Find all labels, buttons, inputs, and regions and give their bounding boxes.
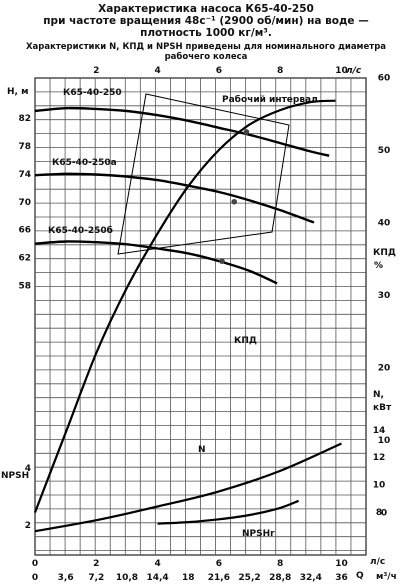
bottom-flow-tick-m3h: 0 bbox=[32, 573, 38, 583]
bottom-flow-tick-m3h: 10,8 bbox=[116, 573, 138, 583]
chart-note-line1: Характеристики N, КПД и NPSH приведены д… bbox=[26, 42, 386, 52]
power-curve bbox=[35, 444, 342, 532]
npsh-axis-label: NPSH bbox=[1, 471, 29, 481]
head-curve-label-k65-40-250: К65-40-250 bbox=[63, 88, 122, 98]
head-curve-label-k65-40-250a: К65-40-250а bbox=[52, 158, 117, 168]
npshr-curve-label: NPSHr bbox=[242, 529, 275, 539]
top-flow-tick: 8 bbox=[277, 66, 283, 76]
bottom-flow-unit-m3h: м³/ч bbox=[376, 572, 397, 582]
chart-grid bbox=[35, 78, 366, 555]
head-tick: 82 bbox=[18, 114, 31, 124]
power-tick: 8 bbox=[376, 508, 382, 518]
flow-axis-q: Q bbox=[356, 571, 364, 581]
bottom-flow-tick-ls: 2 bbox=[93, 559, 99, 569]
bottom-flow-tick-ls: 4 bbox=[154, 559, 160, 569]
head-tick: 70 bbox=[18, 198, 31, 208]
head-axis-label: H, м bbox=[7, 87, 28, 97]
bottom-flow-tick-m3h: 21,6 bbox=[208, 573, 230, 583]
rated-point-k65-40-250 bbox=[244, 129, 250, 135]
efficiency-tick: 10 bbox=[378, 436, 391, 446]
efficiency-tick: 40 bbox=[378, 219, 391, 229]
head-tick: 78 bbox=[18, 142, 31, 152]
power-axis-unit: кВт bbox=[373, 403, 392, 413]
head-curve-k65-40-250a bbox=[35, 174, 313, 222]
bottom-flow-tick-m3h: 36 bbox=[335, 573, 348, 583]
efficiency-tick: 60 bbox=[378, 74, 391, 84]
head-tick: 62 bbox=[18, 254, 31, 264]
top-flow-unit: л/с bbox=[346, 66, 362, 76]
chart-title-line1: Характеристика насоса К65-40-250 bbox=[98, 3, 314, 15]
chart-title-line3: плотность 1000 кг/м³. bbox=[140, 27, 272, 39]
npshr-curve bbox=[158, 501, 299, 524]
efficiency-tick: 30 bbox=[378, 291, 391, 301]
bottom-flow-tick-m3h: 7,2 bbox=[88, 573, 104, 583]
bottom-flow-tick-ls: 10 bbox=[335, 559, 348, 569]
efficiency-tick: 20 bbox=[378, 364, 391, 374]
chart-title-line2: при частоте вращения 48с⁻¹ (2900 об/мин)… bbox=[43, 15, 368, 27]
power-tick: 10 bbox=[373, 481, 386, 491]
head-curve-label-k65-40-250b: К65-40-250б bbox=[48, 225, 113, 236]
bottom-flow-tick-ls: 8 bbox=[277, 559, 283, 569]
efficiency-tick: 50 bbox=[378, 146, 391, 156]
bottom-flow-unit-ls: л/с bbox=[370, 557, 385, 567]
bottom-flow-tick-m3h: 25,2 bbox=[238, 573, 260, 583]
head-curve-k65-40-250b bbox=[35, 241, 277, 283]
top-flow-tick: 6 bbox=[216, 66, 222, 76]
rated-point-k65-40-250a bbox=[231, 199, 237, 205]
bottom-flow-tick-ls: 0 bbox=[32, 559, 38, 569]
efficiency-axis-unit: % bbox=[374, 261, 383, 271]
top-flow-tick: 4 bbox=[154, 66, 160, 76]
bottom-flow-tick-m3h: 3,6 bbox=[58, 573, 74, 583]
npsh-tick: 2 bbox=[25, 521, 31, 531]
power-tick: 14 bbox=[373, 426, 386, 436]
head-tick: 66 bbox=[18, 226, 31, 236]
top-flow-tick: 2 bbox=[93, 66, 99, 76]
chart-note-line2: рабочего колеса bbox=[165, 51, 248, 62]
efficiency-curve-label: КПД bbox=[234, 336, 257, 346]
power-tick: 12 bbox=[373, 453, 386, 463]
bottom-flow-tick-m3h: 14,4 bbox=[146, 573, 168, 583]
power-curve-label: N bbox=[198, 445, 206, 455]
bottom-flow-tick-m3h: 32,4 bbox=[300, 573, 322, 583]
bottom-flow-tick-m3h: 28,8 bbox=[269, 573, 291, 583]
bottom-flow-tick-ls: 6 bbox=[216, 559, 222, 569]
head-tick: 58 bbox=[18, 282, 31, 292]
rated-point-k65-40-250b bbox=[219, 258, 225, 264]
efficiency-axis-label: КПД bbox=[373, 248, 396, 258]
head-tick: 74 bbox=[18, 170, 31, 180]
bottom-flow-tick-m3h: 18 bbox=[182, 573, 195, 583]
axis-ticks: 2 4 6 8 100 2 4 6 8 100 3,6 7,2 10,8 14,4 18 21,6 25,2 28… bbox=[18, 66, 390, 583]
power-axis-label: N, bbox=[373, 390, 384, 400]
